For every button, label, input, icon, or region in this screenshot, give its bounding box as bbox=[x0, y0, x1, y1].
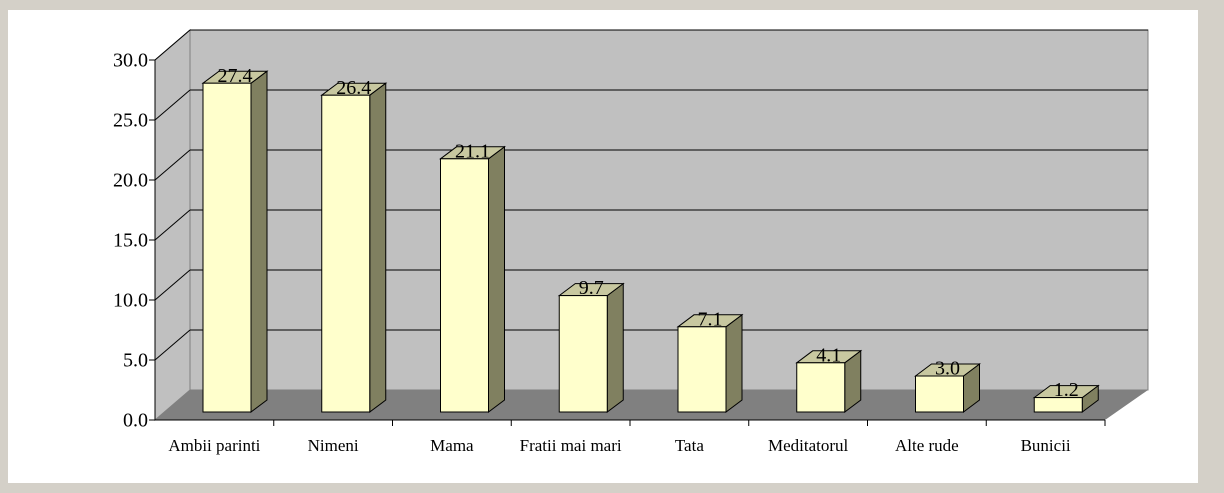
bar-side bbox=[488, 145, 505, 413]
grid-line bbox=[154, 29, 191, 61]
grid-line bbox=[154, 89, 191, 121]
floor bbox=[155, 390, 1148, 420]
value-label: 27.4 bbox=[218, 65, 253, 87]
y-tick-label: 20.0 bbox=[113, 170, 148, 192]
y-tick-label: 15.0 bbox=[113, 230, 148, 252]
x-tick-label: Ambii parinti bbox=[168, 436, 261, 455]
x-tick-label: Tata bbox=[674, 436, 704, 455]
y-tick-label: 0.0 bbox=[123, 410, 148, 432]
bar bbox=[558, 295, 608, 413]
x-tick-label: Bunicii bbox=[1020, 436, 1071, 455]
bar-side bbox=[606, 282, 624, 413]
value-label: 1.2 bbox=[1054, 379, 1079, 401]
value-label: 9.7 bbox=[579, 277, 604, 299]
bar bbox=[1033, 397, 1083, 413]
y-tick-label: 30.0 bbox=[113, 50, 148, 72]
grid-line bbox=[154, 269, 191, 301]
bar bbox=[440, 158, 489, 413]
value-label: 3.0 bbox=[935, 358, 960, 380]
y-tick-label: 10.0 bbox=[113, 290, 148, 312]
value-label: 7.1 bbox=[698, 308, 723, 330]
y-tick-label: 25.0 bbox=[113, 110, 148, 132]
x-tick-label: Alte rude bbox=[895, 436, 959, 455]
grid-line bbox=[154, 149, 191, 181]
y-tick-label: 5.0 bbox=[123, 350, 148, 372]
bar bbox=[202, 82, 252, 413]
x-tick-label: Nimeni bbox=[307, 436, 359, 455]
value-label: 4.1 bbox=[816, 344, 841, 366]
bar bbox=[321, 94, 371, 413]
x-tick-label: Meditatorul bbox=[767, 436, 849, 455]
value-label: 26.4 bbox=[336, 77, 371, 99]
grid-line bbox=[154, 209, 191, 241]
bar-side bbox=[250, 70, 268, 413]
bar-side bbox=[369, 82, 387, 413]
bar bbox=[677, 326, 727, 413]
grid-line bbox=[154, 329, 191, 361]
bar bbox=[915, 375, 964, 413]
x-tick-label: Fratii mai mari bbox=[519, 436, 622, 455]
bar-side bbox=[725, 313, 743, 413]
value-label: 21.1 bbox=[455, 140, 490, 162]
x-tick-label: Mama bbox=[430, 436, 474, 455]
bar bbox=[796, 362, 846, 413]
